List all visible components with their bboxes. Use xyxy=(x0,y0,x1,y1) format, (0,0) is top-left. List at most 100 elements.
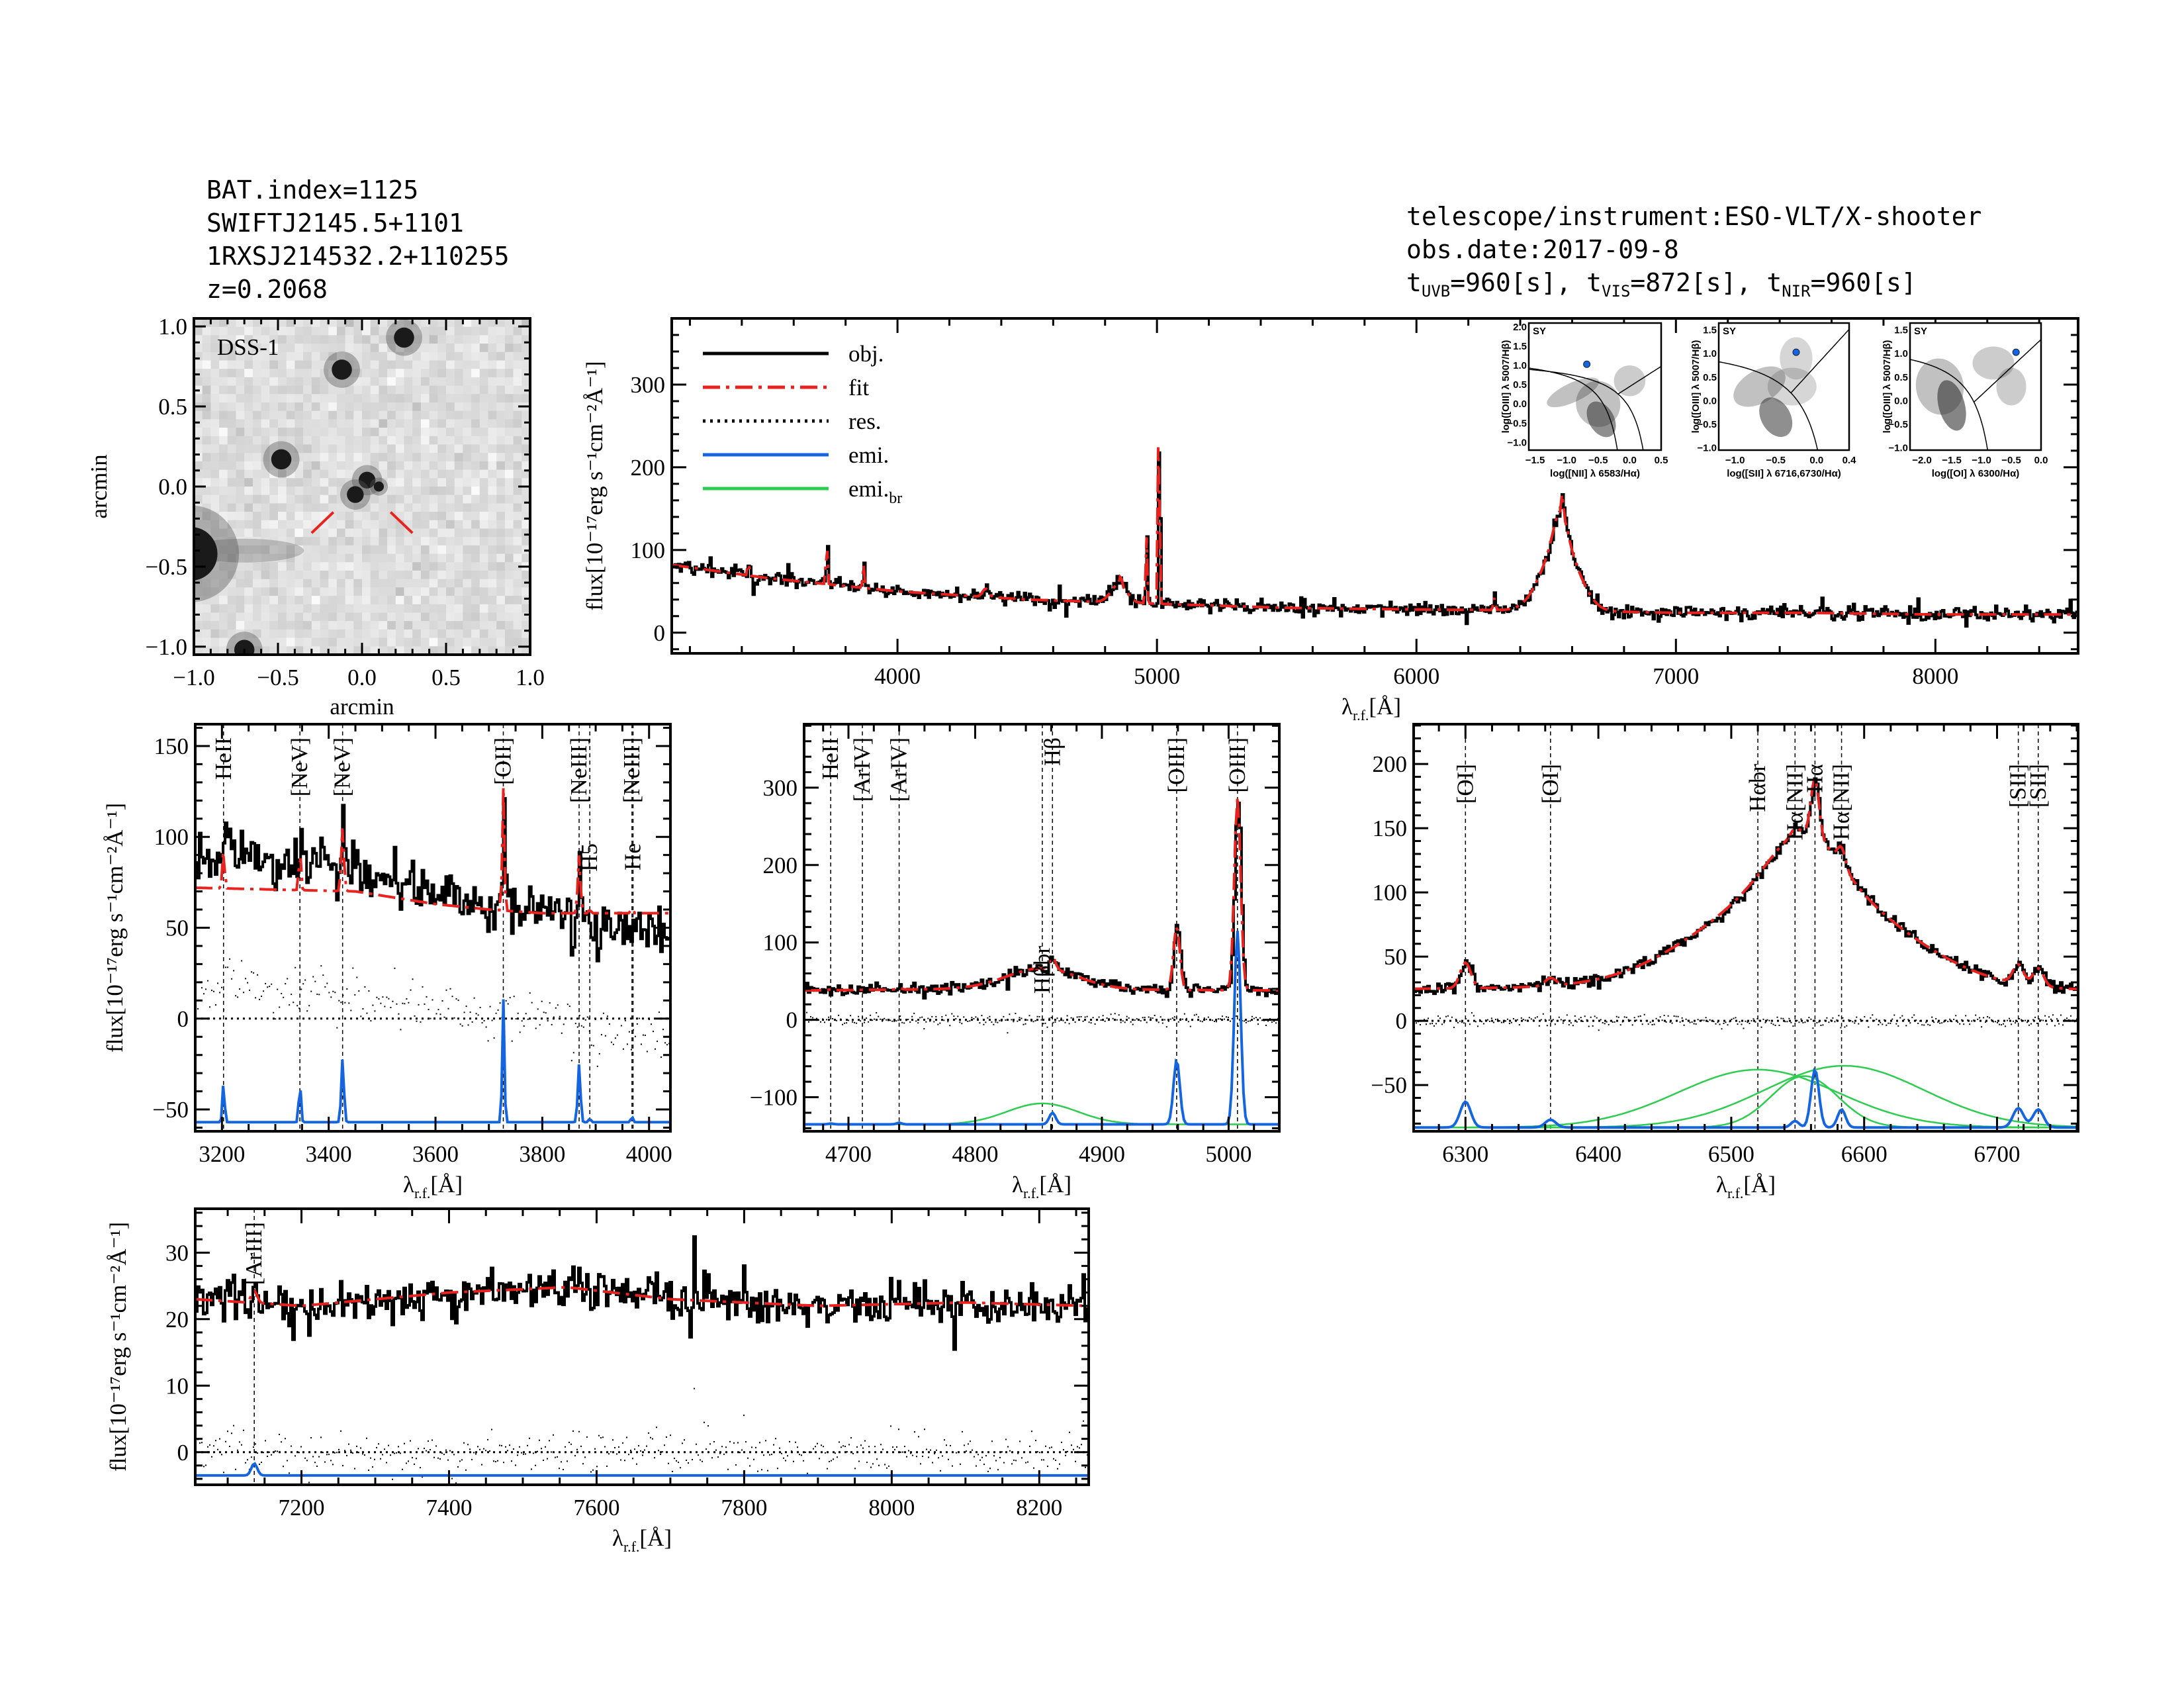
pixel xyxy=(244,360,253,369)
pixel xyxy=(353,553,363,563)
pixel xyxy=(202,494,211,504)
pixel xyxy=(496,537,506,546)
pixel xyxy=(454,335,463,344)
pixel xyxy=(437,637,447,647)
pixel xyxy=(488,419,497,428)
pixel xyxy=(269,545,279,555)
pixel xyxy=(336,512,346,521)
pixel xyxy=(379,503,388,512)
x-tick-label: 6400 xyxy=(1575,1141,1621,1167)
y-tick-label: 0.5 xyxy=(1513,379,1527,391)
pixel xyxy=(454,461,463,471)
pixel xyxy=(353,545,363,555)
pixel xyxy=(513,520,522,529)
pixel xyxy=(496,419,506,428)
pixel xyxy=(261,571,270,580)
pixel xyxy=(446,478,455,487)
fit-spectrum xyxy=(672,447,2078,616)
pixel xyxy=(412,326,422,336)
pixel xyxy=(295,478,304,487)
pixel xyxy=(387,478,396,487)
x-axis-label: λr.f.[Å] xyxy=(612,1525,672,1555)
pixel xyxy=(420,444,430,453)
pixel xyxy=(479,587,488,596)
pixel xyxy=(227,453,236,462)
pixel xyxy=(420,352,430,361)
pixel xyxy=(471,385,480,395)
pixel xyxy=(320,444,329,453)
pixel xyxy=(420,528,430,538)
pixel xyxy=(295,621,304,630)
pixel xyxy=(387,369,396,378)
pixel xyxy=(236,629,245,639)
demarcation-line xyxy=(1910,359,1989,450)
pixel xyxy=(362,621,371,630)
pixel xyxy=(311,419,320,428)
pixel xyxy=(336,571,346,580)
pixel xyxy=(513,512,522,521)
pixel xyxy=(236,621,245,630)
pixel xyxy=(454,612,463,622)
pixel xyxy=(269,612,279,622)
pixel xyxy=(202,596,211,605)
pixel xyxy=(488,596,497,605)
pixel xyxy=(463,545,472,555)
pixel xyxy=(370,402,379,412)
pixel xyxy=(471,461,480,471)
pixel xyxy=(219,487,228,496)
line-label: Hαbr xyxy=(1745,764,1770,812)
pixel xyxy=(261,461,270,471)
x-tick-label: 4700 xyxy=(825,1141,872,1167)
pixel xyxy=(336,410,346,420)
pixel xyxy=(412,503,422,512)
pixel xyxy=(269,352,279,361)
pixel xyxy=(362,604,371,613)
pixel xyxy=(295,512,304,521)
pixel xyxy=(210,369,220,378)
pixel xyxy=(295,394,304,403)
pixel xyxy=(437,646,447,655)
pixel xyxy=(303,646,312,655)
dss-image xyxy=(194,318,530,655)
pixel xyxy=(328,612,338,622)
pixel xyxy=(336,528,346,538)
pixel xyxy=(261,385,270,395)
pixel xyxy=(429,344,438,353)
pixel xyxy=(194,604,203,613)
pixel xyxy=(244,537,253,546)
pixel xyxy=(336,520,346,529)
y-tick-label: −0.5 xyxy=(1888,419,1908,430)
pixel xyxy=(429,629,438,639)
pixel xyxy=(463,402,472,412)
pixel xyxy=(387,469,396,479)
pixel xyxy=(446,520,455,529)
inset-plot-area xyxy=(1719,328,1849,450)
x-axis-label: log([OI] λ 6300/Hα) xyxy=(1932,468,2020,479)
pixel xyxy=(496,604,506,613)
pixel xyxy=(420,604,430,613)
pixel xyxy=(496,637,506,647)
pixel xyxy=(336,646,346,655)
pixel xyxy=(311,612,320,622)
pixel xyxy=(345,461,354,471)
pixel xyxy=(210,461,220,471)
inset-plot-area xyxy=(1910,339,2041,450)
pixel xyxy=(454,402,463,412)
pixel xyxy=(227,318,236,328)
pixel xyxy=(320,528,329,538)
pixel xyxy=(278,553,287,563)
x-tick-label: 1.0 xyxy=(516,665,545,690)
pixel xyxy=(437,335,447,344)
pixel xyxy=(261,604,270,613)
pixel xyxy=(303,621,312,630)
pixel xyxy=(286,369,295,378)
pixel xyxy=(236,612,245,622)
y-tick-label: 0.0 xyxy=(1894,395,1908,406)
pixel xyxy=(362,487,371,496)
pixel xyxy=(404,478,413,487)
pixel xyxy=(295,360,304,369)
pixel xyxy=(463,537,472,546)
x-tick-label: 6300 xyxy=(1442,1141,1488,1167)
pixel xyxy=(454,545,463,555)
pixel xyxy=(370,436,379,445)
